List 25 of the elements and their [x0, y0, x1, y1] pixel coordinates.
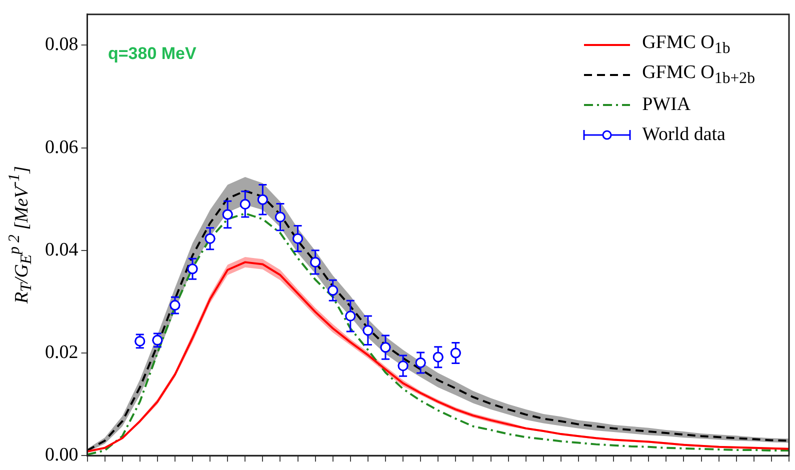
point	[380, 342, 391, 353]
y-tick-label: 0.00	[45, 444, 78, 466]
point	[398, 360, 408, 372]
point	[450, 348, 461, 358]
legend-label: GFMC O$_{1b+2b}$	[642, 62, 755, 88]
legend-label: GFMC O$_{1b}$	[642, 32, 730, 58]
y-tick-label: 0.02	[45, 342, 78, 363]
point	[292, 233, 304, 244]
y-tick-label: 0.08	[45, 34, 78, 56]
point	[274, 212, 286, 222]
point	[257, 194, 268, 205]
y-tick-label: 0.04	[45, 239, 79, 260]
point	[432, 352, 444, 362]
point	[134, 336, 146, 346]
point	[415, 357, 426, 368]
y-tick-label: 0.06	[45, 136, 78, 158]
point	[152, 334, 163, 346]
legend-label: PWIA	[642, 94, 691, 116]
point	[362, 325, 374, 336]
point	[345, 310, 356, 322]
legend-label: World data	[642, 124, 726, 146]
annotation: q=380 MeV	[108, 44, 196, 64]
point	[222, 209, 233, 220]
point	[328, 285, 338, 296]
point	[240, 198, 250, 210]
